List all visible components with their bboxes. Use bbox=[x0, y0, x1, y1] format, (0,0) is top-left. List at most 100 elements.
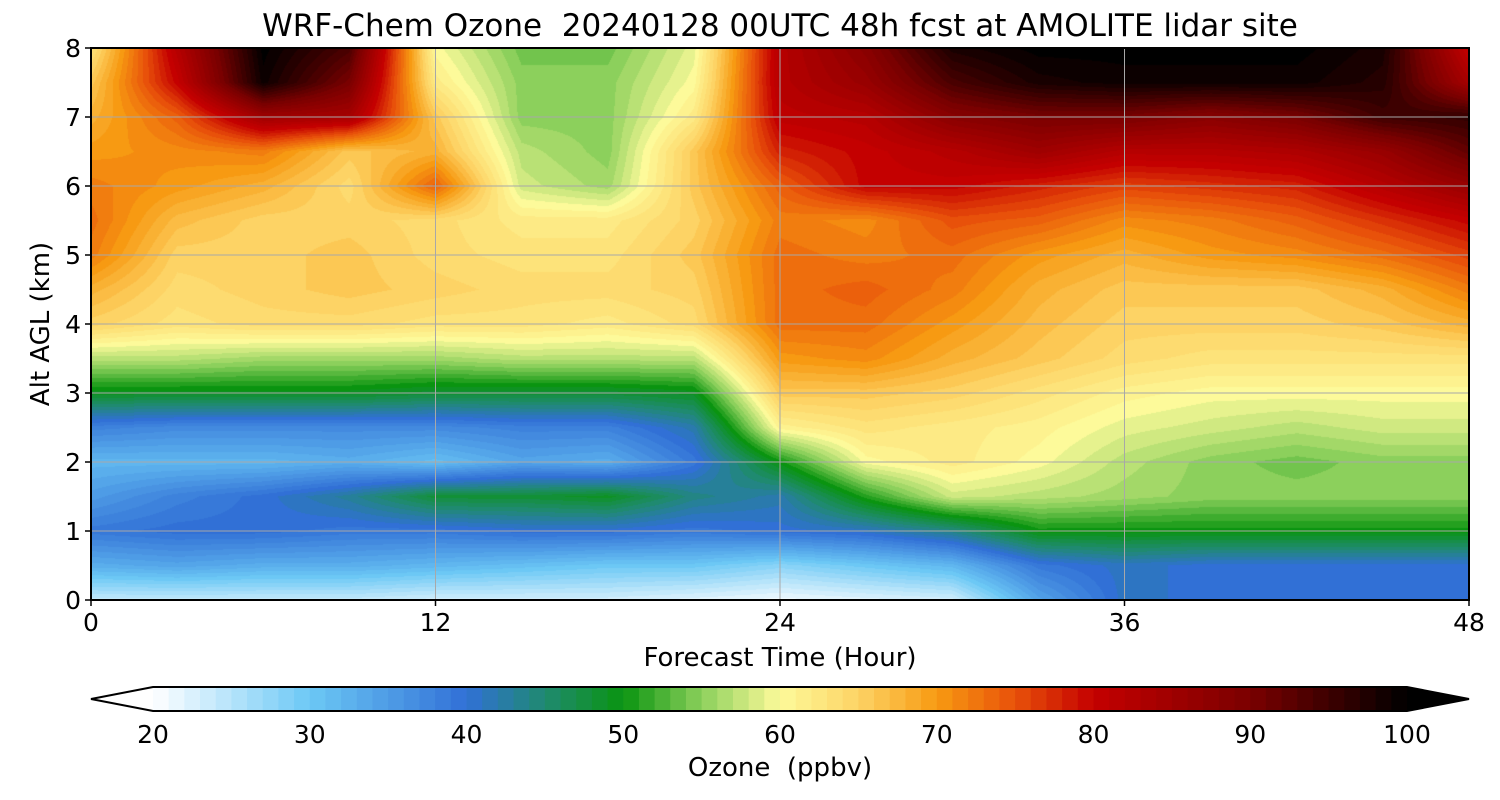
colorbar-swatch bbox=[215, 687, 232, 711]
plot-area bbox=[90, 47, 1470, 601]
colorbar-swatch bbox=[153, 687, 170, 711]
colorbar-swatch bbox=[591, 687, 609, 711]
colorbar-swatch bbox=[168, 687, 185, 711]
colorbar-swatch bbox=[717, 687, 734, 711]
colorbar-swatch bbox=[576, 687, 593, 711]
x-tick-label: 36 bbox=[1109, 608, 1141, 637]
colorbar-label: Ozone (ppbv) bbox=[688, 753, 872, 783]
colorbar-swatch bbox=[1062, 687, 1079, 711]
y-tick-label: 0 bbox=[65, 586, 81, 615]
colorbar-swatch bbox=[450, 687, 468, 711]
colorbar-swatch bbox=[294, 687, 311, 711]
x-axis-label: Forecast Time (Hour) bbox=[643, 643, 916, 673]
colorbar-swatch bbox=[497, 687, 515, 711]
colorbar: 20 30 40 50 60 70 80 90 100 Ozone (ppbv) bbox=[90, 686, 1470, 783]
colorbar-swatch bbox=[356, 687, 374, 711]
colorbar-swatch bbox=[905, 687, 922, 711]
y-tick-label: 4 bbox=[65, 310, 81, 339]
colorbar-swatch bbox=[999, 687, 1016, 711]
x-tick-label: 24 bbox=[764, 608, 796, 637]
y-axis-ticks: 0 1 2 3 4 5 6 7 8 bbox=[65, 34, 91, 615]
colorbar-swatch bbox=[764, 687, 781, 711]
colorbar-swatch bbox=[1250, 687, 1267, 711]
colorbar-tick-label: 40 bbox=[451, 720, 483, 749]
colorbar-swatch bbox=[795, 687, 812, 711]
colorbar-swatch bbox=[732, 687, 750, 711]
colorbar-swatch bbox=[1109, 687, 1126, 711]
x-tick-label: 48 bbox=[1453, 608, 1485, 637]
colorbar-swatch bbox=[685, 687, 703, 711]
colorbar-swatch bbox=[889, 687, 906, 711]
y-tick-label: 1 bbox=[65, 517, 81, 546]
colorbar-swatch bbox=[952, 687, 969, 711]
colorbar-swatch bbox=[1297, 687, 1314, 711]
y-axis-label: Alt AGL (km) bbox=[26, 242, 56, 406]
y-tick-label: 5 bbox=[65, 241, 81, 270]
colorbar-swatch bbox=[466, 687, 483, 711]
colorbar-swatch bbox=[560, 687, 577, 711]
colorbar-swatch bbox=[341, 687, 358, 711]
colorbar-swatch bbox=[200, 687, 217, 711]
colorbar-swatch bbox=[1281, 687, 1298, 711]
colorbar-swatch bbox=[435, 687, 452, 711]
colorbar-swatch bbox=[701, 687, 718, 711]
colorbar-swatch bbox=[1077, 687, 1095, 711]
colorbar-swatch bbox=[827, 687, 844, 711]
colorbar-swatch bbox=[309, 687, 327, 711]
colorbar-tick-label: 80 bbox=[1078, 720, 1110, 749]
colorbar-swatch bbox=[921, 687, 938, 711]
colorbar-swatch bbox=[1407, 687, 1469, 711]
colorbar-swatch bbox=[1344, 687, 1361, 711]
colorbar-swatch bbox=[1234, 687, 1251, 711]
x-tick-label: 0 bbox=[83, 608, 99, 637]
colorbar-swatch bbox=[1218, 687, 1236, 711]
colorbar-swatch bbox=[529, 687, 546, 711]
colorbar-swatch bbox=[983, 687, 1001, 711]
colorbar-swatch bbox=[1030, 687, 1048, 711]
y-tick-label: 6 bbox=[65, 172, 81, 201]
colorbar-swatch bbox=[638, 687, 656, 711]
colorbar-ticks: 20 30 40 50 60 70 80 90 100 bbox=[137, 720, 1431, 749]
colorbar-swatch bbox=[403, 687, 421, 711]
colorbar-outline bbox=[90, 686, 1470, 712]
colorbar-swatch bbox=[1171, 687, 1189, 711]
colorbar-swatch bbox=[1265, 687, 1283, 711]
colorbar-tick-label: 20 bbox=[137, 720, 169, 749]
colorbar-swatch bbox=[1093, 687, 1110, 711]
colorbar-swatch bbox=[842, 687, 859, 711]
colorbar-swatch bbox=[419, 687, 436, 711]
colorbar-swatch bbox=[1124, 687, 1142, 711]
colorbar-swatch bbox=[482, 687, 499, 711]
colorbar-swatch bbox=[670, 687, 687, 711]
colorbar-swatch bbox=[1187, 687, 1204, 711]
x-axis-ticks: 0 12 24 36 48 bbox=[83, 600, 1485, 637]
y-tick-label: 2 bbox=[65, 448, 81, 477]
colorbar-swatch bbox=[1046, 687, 1063, 711]
chart-title: WRF-Chem Ozone 20240128 00UTC 48h fcst a… bbox=[262, 8, 1298, 44]
colorbar-swatch bbox=[1359, 687, 1377, 711]
colorbar-tick-label: 90 bbox=[1234, 720, 1266, 749]
colorbar-swatch bbox=[968, 687, 985, 711]
colorbar-swatch bbox=[607, 687, 624, 711]
x-tick-label: 12 bbox=[420, 608, 452, 637]
colorbar-swatch bbox=[654, 687, 671, 711]
colorbar-swatches bbox=[91, 687, 1469, 711]
colorbar-swatch bbox=[184, 687, 201, 711]
colorbar-swatch bbox=[874, 687, 891, 711]
colorbar-swatch bbox=[388, 687, 405, 711]
y-tick-label: 3 bbox=[65, 379, 81, 408]
colorbar-swatch bbox=[544, 687, 562, 711]
y-tick-label: 7 bbox=[65, 103, 81, 132]
colorbar-swatch bbox=[1015, 687, 1032, 711]
colorbar-tick-label: 60 bbox=[764, 720, 796, 749]
colorbar-swatch bbox=[262, 687, 279, 711]
colorbar-swatch bbox=[858, 687, 875, 711]
colorbar-tick-label: 30 bbox=[294, 720, 326, 749]
colorbar-swatch bbox=[1203, 687, 1220, 711]
colorbar-swatch bbox=[278, 687, 295, 711]
y-tick-label: 8 bbox=[65, 34, 81, 63]
colorbar-swatch bbox=[811, 687, 828, 711]
colorbar-swatch bbox=[91, 687, 154, 711]
colorbar-swatch bbox=[623, 687, 640, 711]
